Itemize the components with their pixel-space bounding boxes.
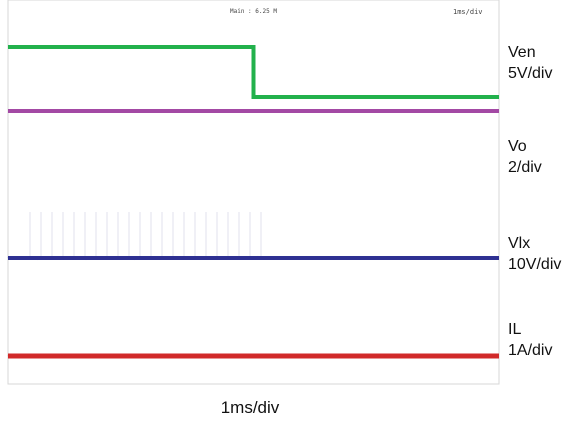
scope-plot (7, 0, 500, 385)
trace-label-il: IL 1A/div (508, 319, 552, 361)
trace-ven (8, 45, 499, 99)
traces-layer (7, 45, 499, 359)
il-name: IL (508, 321, 522, 338)
vlx-name: Vlx (508, 235, 531, 252)
il-scale: 1A/div (508, 342, 553, 359)
main-record-length-readout: Main : 6.25 M (230, 8, 277, 15)
trace-noise-vlx (7, 255, 499, 261)
vo-scale: 2/div (508, 159, 542, 176)
trace-noise-il (7, 354, 499, 358)
ven-name: Ven (508, 44, 536, 61)
trace-label-vo: Vo 2/div (508, 136, 542, 178)
ven-scale: 5V/div (508, 65, 553, 82)
timebase-readout: 1ms/div (453, 8, 483, 16)
trace-label-ven: Ven 5V/div (508, 42, 552, 84)
trace-label-vlx: Vlx 10V/div (508, 233, 561, 275)
vo-name: Vo (508, 138, 527, 155)
x-axis-label: 1ms/div (220, 398, 280, 417)
vlx-scale: 10V/div (508, 256, 562, 273)
